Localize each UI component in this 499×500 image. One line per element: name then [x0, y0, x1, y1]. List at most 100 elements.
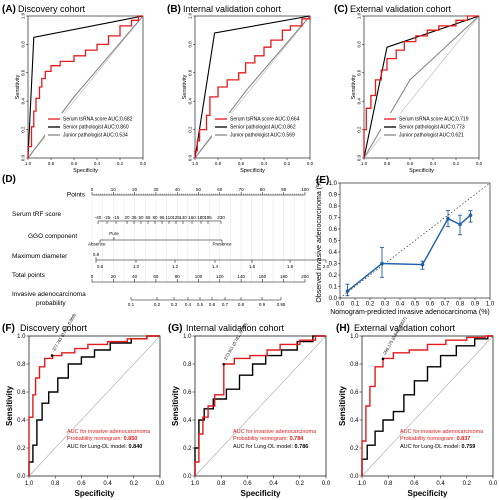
legend-lungdl-auc: 0.786 — [295, 444, 309, 450]
legend-line-3: AUC for Lung-DL model: 0.759 — [400, 444, 475, 450]
reference-diagonal — [339, 182, 491, 299]
chart-title: Discovery cohort — [20, 323, 88, 333]
probability-tick-label: 0.8 — [238, 302, 245, 307]
x-tick-label: 0.0 — [322, 481, 331, 487]
y-tick-label: 0.4 — [17, 418, 26, 424]
legend-box — [45, 113, 140, 140]
plot-frame — [28, 335, 161, 477]
roc-curve-nomogram — [361, 335, 493, 476]
x-axis-label: Specificity — [240, 489, 281, 498]
y-tick-label: 0.2 — [357, 126, 362, 133]
y-tick-label: 0.8 — [188, 41, 193, 48]
points-tick-label: 90 — [281, 187, 287, 192]
x-axis-label: Specificity — [74, 489, 115, 498]
x-tick-label: 0.8 — [384, 161, 391, 166]
legend-nomogram-label: Probability nomogram: — [67, 436, 124, 442]
legend-entry: Serum tsRNA score AUC:0.682 — [63, 117, 133, 123]
panel-letter: (G) — [168, 323, 182, 334]
roc-curve-nomogram — [194, 335, 326, 476]
points-tick-label: 60 — [217, 187, 223, 192]
ggo-tick-label: Presence — [212, 242, 232, 247]
legend-lungdl-label: AUC for Lung-DL model: — [400, 444, 462, 450]
x-tick-label: 1.0 — [486, 302, 495, 308]
plot-frame — [27, 15, 144, 159]
diameter-tick-label: 1.0 — [133, 264, 140, 269]
roc-curve-lung-dl — [28, 335, 160, 476]
y-axis-label: Sensitivity — [351, 74, 357, 99]
x-tick-label: 0.0 — [307, 161, 314, 166]
y-tick-label: 0.6 — [21, 69, 26, 76]
points-tick-label: 100 — [301, 187, 309, 192]
x-tick-label: 0.6 — [407, 161, 414, 166]
total-tick-label: 20 — [111, 274, 117, 279]
x-tick-label: 0.6 — [410, 481, 419, 487]
x-tick-label: 1.0 — [25, 481, 34, 487]
x-tick-label: 0.6 — [77, 481, 86, 487]
trf-tick-label: 125 — [172, 215, 180, 220]
legend-entry: Senior pathologist AUC:0.860 — [63, 125, 129, 131]
x-tick-label: 0.0 — [140, 161, 147, 166]
x-tick-label: 0.4 — [269, 481, 278, 487]
roc-curve-gray — [27, 15, 144, 159]
legend-entry: Serum tsRNA score AUC:0.664 — [230, 117, 300, 123]
y-tick-label: 0.6 — [183, 390, 192, 396]
trf-tick-label: 35 — [131, 215, 137, 220]
y-tick-label: 0.2 — [350, 446, 359, 452]
legend-line-3: AUC for Lung-DL model: 0.786 — [233, 444, 308, 450]
x-axis-label: Specificity — [407, 489, 448, 498]
x-axis-label: Specificity — [240, 168, 265, 174]
legend-nomogram-auc: 0.850 — [124, 436, 138, 442]
x-tick-label: 0.3 — [381, 302, 390, 308]
y-tick-label: 0.2 — [188, 126, 193, 133]
y-tick-label: 0.3 — [329, 262, 338, 268]
legend-line-1: AUC for invasive adenocarcinoma — [400, 429, 484, 435]
total-tick-label: 60 — [153, 274, 159, 279]
scale-label-ggo: GGO component — [28, 233, 77, 240]
x-tick-label: 0.4 — [430, 161, 437, 166]
y-tick-label: 0.8 — [17, 362, 26, 368]
panel-letter: (C) — [334, 4, 348, 15]
legend-line-3: AUC for Lung-DL model: 0.840 — [67, 444, 142, 450]
panel-e: (E) 0.0 0.1 0.2 0.3 0.4 0.5 0.6 0.7 0.8 0.9 1.0 0.0 0… — [316, 175, 495, 316]
y-tick-label: 0.4 — [21, 98, 26, 105]
x-tick-label: 0.7 — [441, 302, 450, 308]
threshold-point — [222, 362, 225, 366]
y-tick-label: 0.5 — [329, 239, 338, 245]
plot-frame — [361, 335, 494, 477]
points-tick-label: 20 — [132, 187, 138, 192]
trf-tick-label: 140 — [179, 215, 187, 220]
scale-label-total: Total points — [12, 272, 46, 279]
x-tick-label: 0.0 — [156, 481, 165, 487]
trf-tick-label: 160 — [188, 215, 196, 220]
reference-diagonal — [28, 335, 161, 477]
trf-tick-label: 110 — [165, 215, 173, 220]
y-tick-label: 0.6 — [357, 69, 362, 76]
diameter-tick-label: 1.6 — [249, 264, 256, 269]
diameter-tick-label: 0.8 — [93, 252, 100, 257]
y-axis-label: Sensitivity — [338, 385, 347, 426]
y-tick-label: 0.2 — [329, 273, 338, 279]
chart-title: External validation cohort — [354, 323, 456, 333]
y-tick-label: 1.0 — [21, 12, 26, 19]
y-tick-label: 0.4 — [350, 418, 359, 424]
y-tick-label: 0.1 — [329, 285, 338, 291]
y-tick-label: 0.9 — [329, 193, 338, 199]
threshold-point — [50, 354, 54, 357]
y-tick-label: 0.8 — [350, 362, 359, 368]
calibration-point — [446, 216, 450, 221]
ggo-tick-label: Pure — [109, 231, 119, 236]
y-tick-label: 1.0 — [350, 334, 359, 340]
y-tick-label: 0.8 — [357, 41, 362, 48]
y-tick-label: 0.0 — [357, 154, 362, 161]
legend-lungdl-auc: 0.840 — [129, 444, 143, 450]
points-tick-label: 30 — [153, 187, 159, 192]
y-tick-label: 0.6 — [17, 390, 26, 396]
diameter-tick-label: 1.8 — [287, 264, 294, 269]
ggo-tick-label: Absence — [88, 242, 106, 247]
legend-entry: Senior pathologist AUC:0.773 — [399, 125, 465, 131]
